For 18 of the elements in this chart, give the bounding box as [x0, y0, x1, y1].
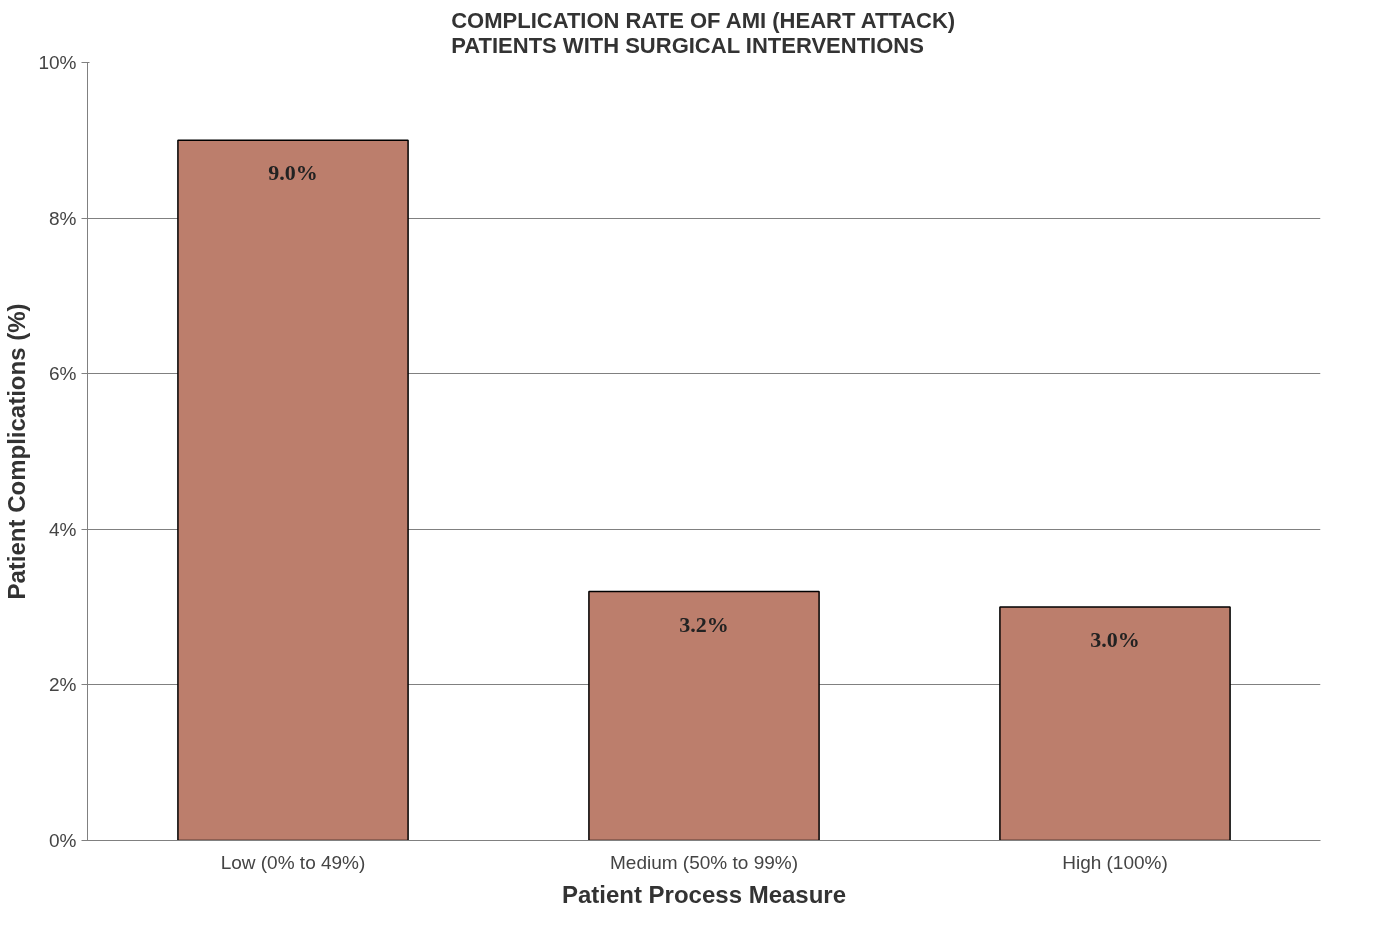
y-tick-label: 2% [49, 674, 77, 696]
y-tick-label: 6% [49, 363, 77, 385]
data-label: 3.2% [679, 611, 729, 637]
data-label: 9.0% [268, 160, 318, 186]
x-tick-label: Medium (50% to 99%) [610, 851, 798, 873]
y-tick-label: 10% [38, 52, 77, 73]
bar [588, 590, 820, 841]
data-label: 3.0% [1090, 627, 1140, 653]
x-tick-label: Low (0% to 49%) [220, 851, 366, 873]
bar [177, 139, 409, 841]
chart-title: COMPLICATION RATE OF AMI (HEART ATTACK) PATIENTS WITH SURGICAL INTERVENTIONS [451, 7, 956, 58]
x-axis-title: Patient Process Measure [561, 880, 847, 908]
y-tick-label: 8% [49, 207, 77, 229]
x-tick-label: High (100%) [1062, 851, 1168, 873]
bar [999, 606, 1231, 841]
y-axis-title: Patient Complications (%) [3, 303, 31, 600]
y-tick-label: 0% [49, 830, 77, 851]
y-tick-label: 4% [49, 518, 77, 540]
